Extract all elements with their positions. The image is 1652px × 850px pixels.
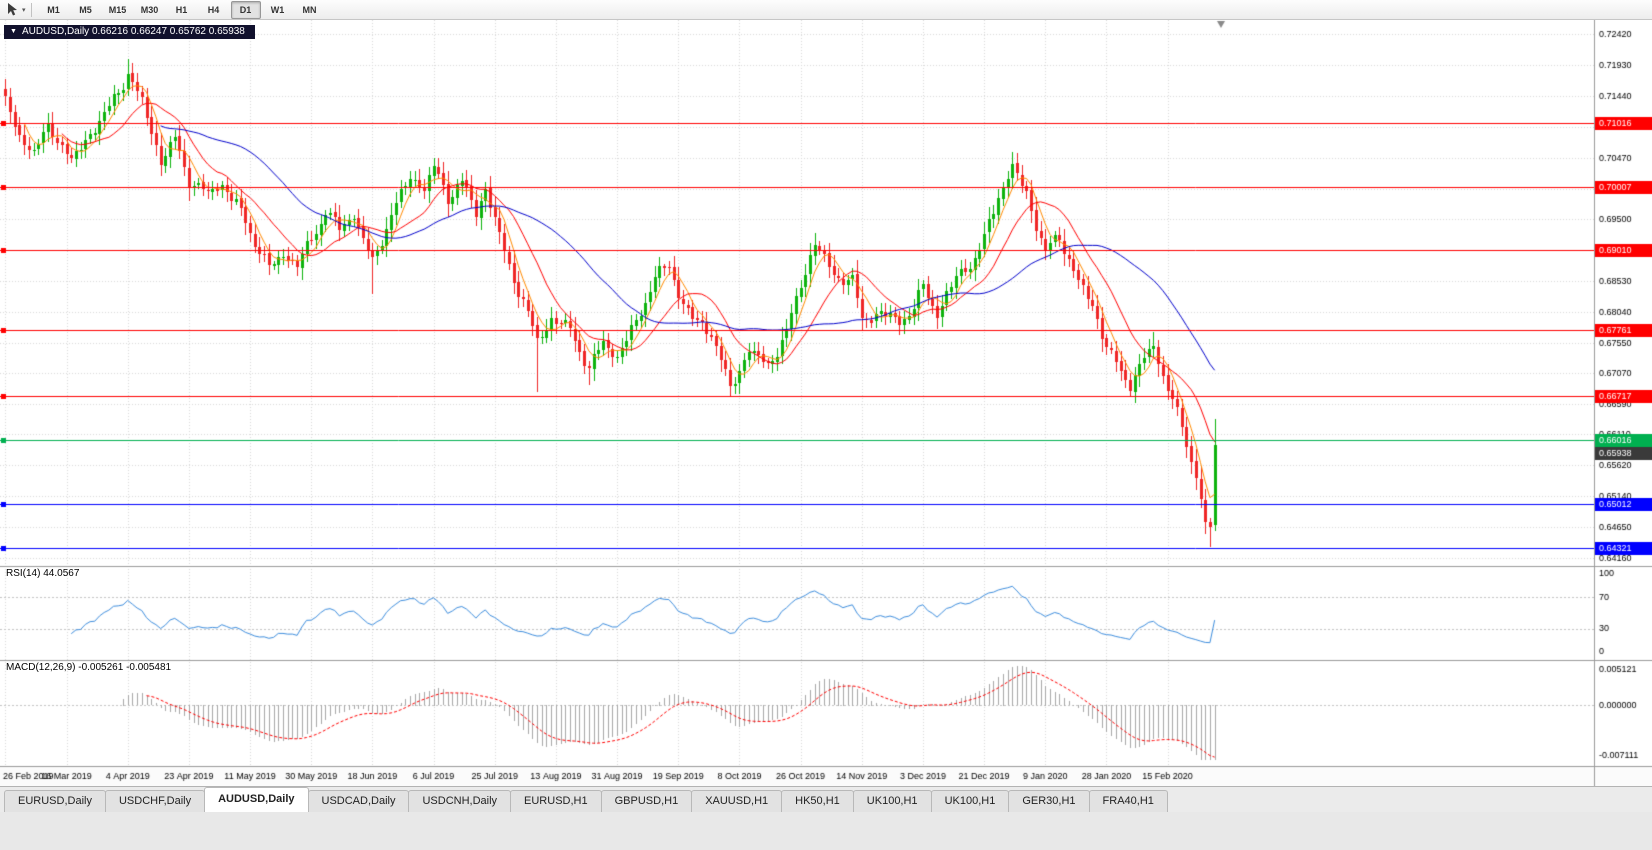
chart-tab-hk50-h1[interactable]: HK50,H1 <box>781 790 854 812</box>
chart-tab-eurusd-daily[interactable]: EURUSD,Daily <box>4 790 106 812</box>
timeframe-button-w1[interactable]: W1 <box>270 4 285 15</box>
chart-tab-ger30-h1[interactable]: GER30,H1 <box>1008 790 1090 812</box>
timeframe-toolbar: ▾ M1 M5 M15 M30 H1 H4 D1 W1 MN <box>0 0 1652 20</box>
chart-tab-gbpusd-h1[interactable]: GBPUSD,H1 <box>600 790 693 812</box>
chart-tab-xauusd-h1[interactable]: XAUUSD,H1 <box>691 790 783 812</box>
timeframe-button-m15[interactable]: M15 <box>108 4 127 15</box>
price-chart-canvas[interactable] <box>0 20 1652 786</box>
timeframe-button-m30[interactable]: M30 <box>140 4 159 15</box>
chart-tab-usdcnh-daily[interactable]: USDCNH,Daily <box>408 790 512 812</box>
chart-tabs-bar: EURUSD,Daily USDCHF,Daily AUDUSD,Daily USDC… <box>0 786 1652 812</box>
chart-tab-uk100-h1[interactable]: UK100,H1 <box>930 790 1010 812</box>
chart-tab-fra40-h1[interactable]: FRA40,H1 <box>1088 790 1168 812</box>
bottom-filler <box>0 812 1652 850</box>
timeframe-button-mn[interactable]: MN <box>302 4 317 15</box>
chart-tab-usdchf-daily[interactable]: USDCHF,Daily <box>104 790 206 812</box>
toolbar-separator <box>30 2 32 17</box>
timeframe-buttons: M1 M5 M15 M30 H1 H4 D1 W1 MN <box>38 0 326 19</box>
chevron-down-icon[interactable]: ▾ <box>22 6 26 14</box>
chart-tab-eurusd-h1[interactable]: EURUSD,H1 <box>510 790 602 812</box>
timeframe-button-d1[interactable]: D1 <box>230 0 261 19</box>
timeframe-button-h4[interactable]: H4 <box>207 4 220 15</box>
chart-tab-audusd-daily[interactable]: AUDUSD,Daily <box>204 787 309 812</box>
chart-tab-usdcad-daily[interactable]: USDCAD,Daily <box>307 790 410 812</box>
timeframe-button-m1[interactable]: M1 <box>47 4 60 15</box>
chart-tab-uk100-h1[interactable]: UK100,H1 <box>852 790 932 812</box>
timeframe-button-m5[interactable]: M5 <box>79 4 92 15</box>
timeframe-button-h1[interactable]: H1 <box>175 4 188 15</box>
cursor-tool-icon[interactable] <box>5 2 21 18</box>
